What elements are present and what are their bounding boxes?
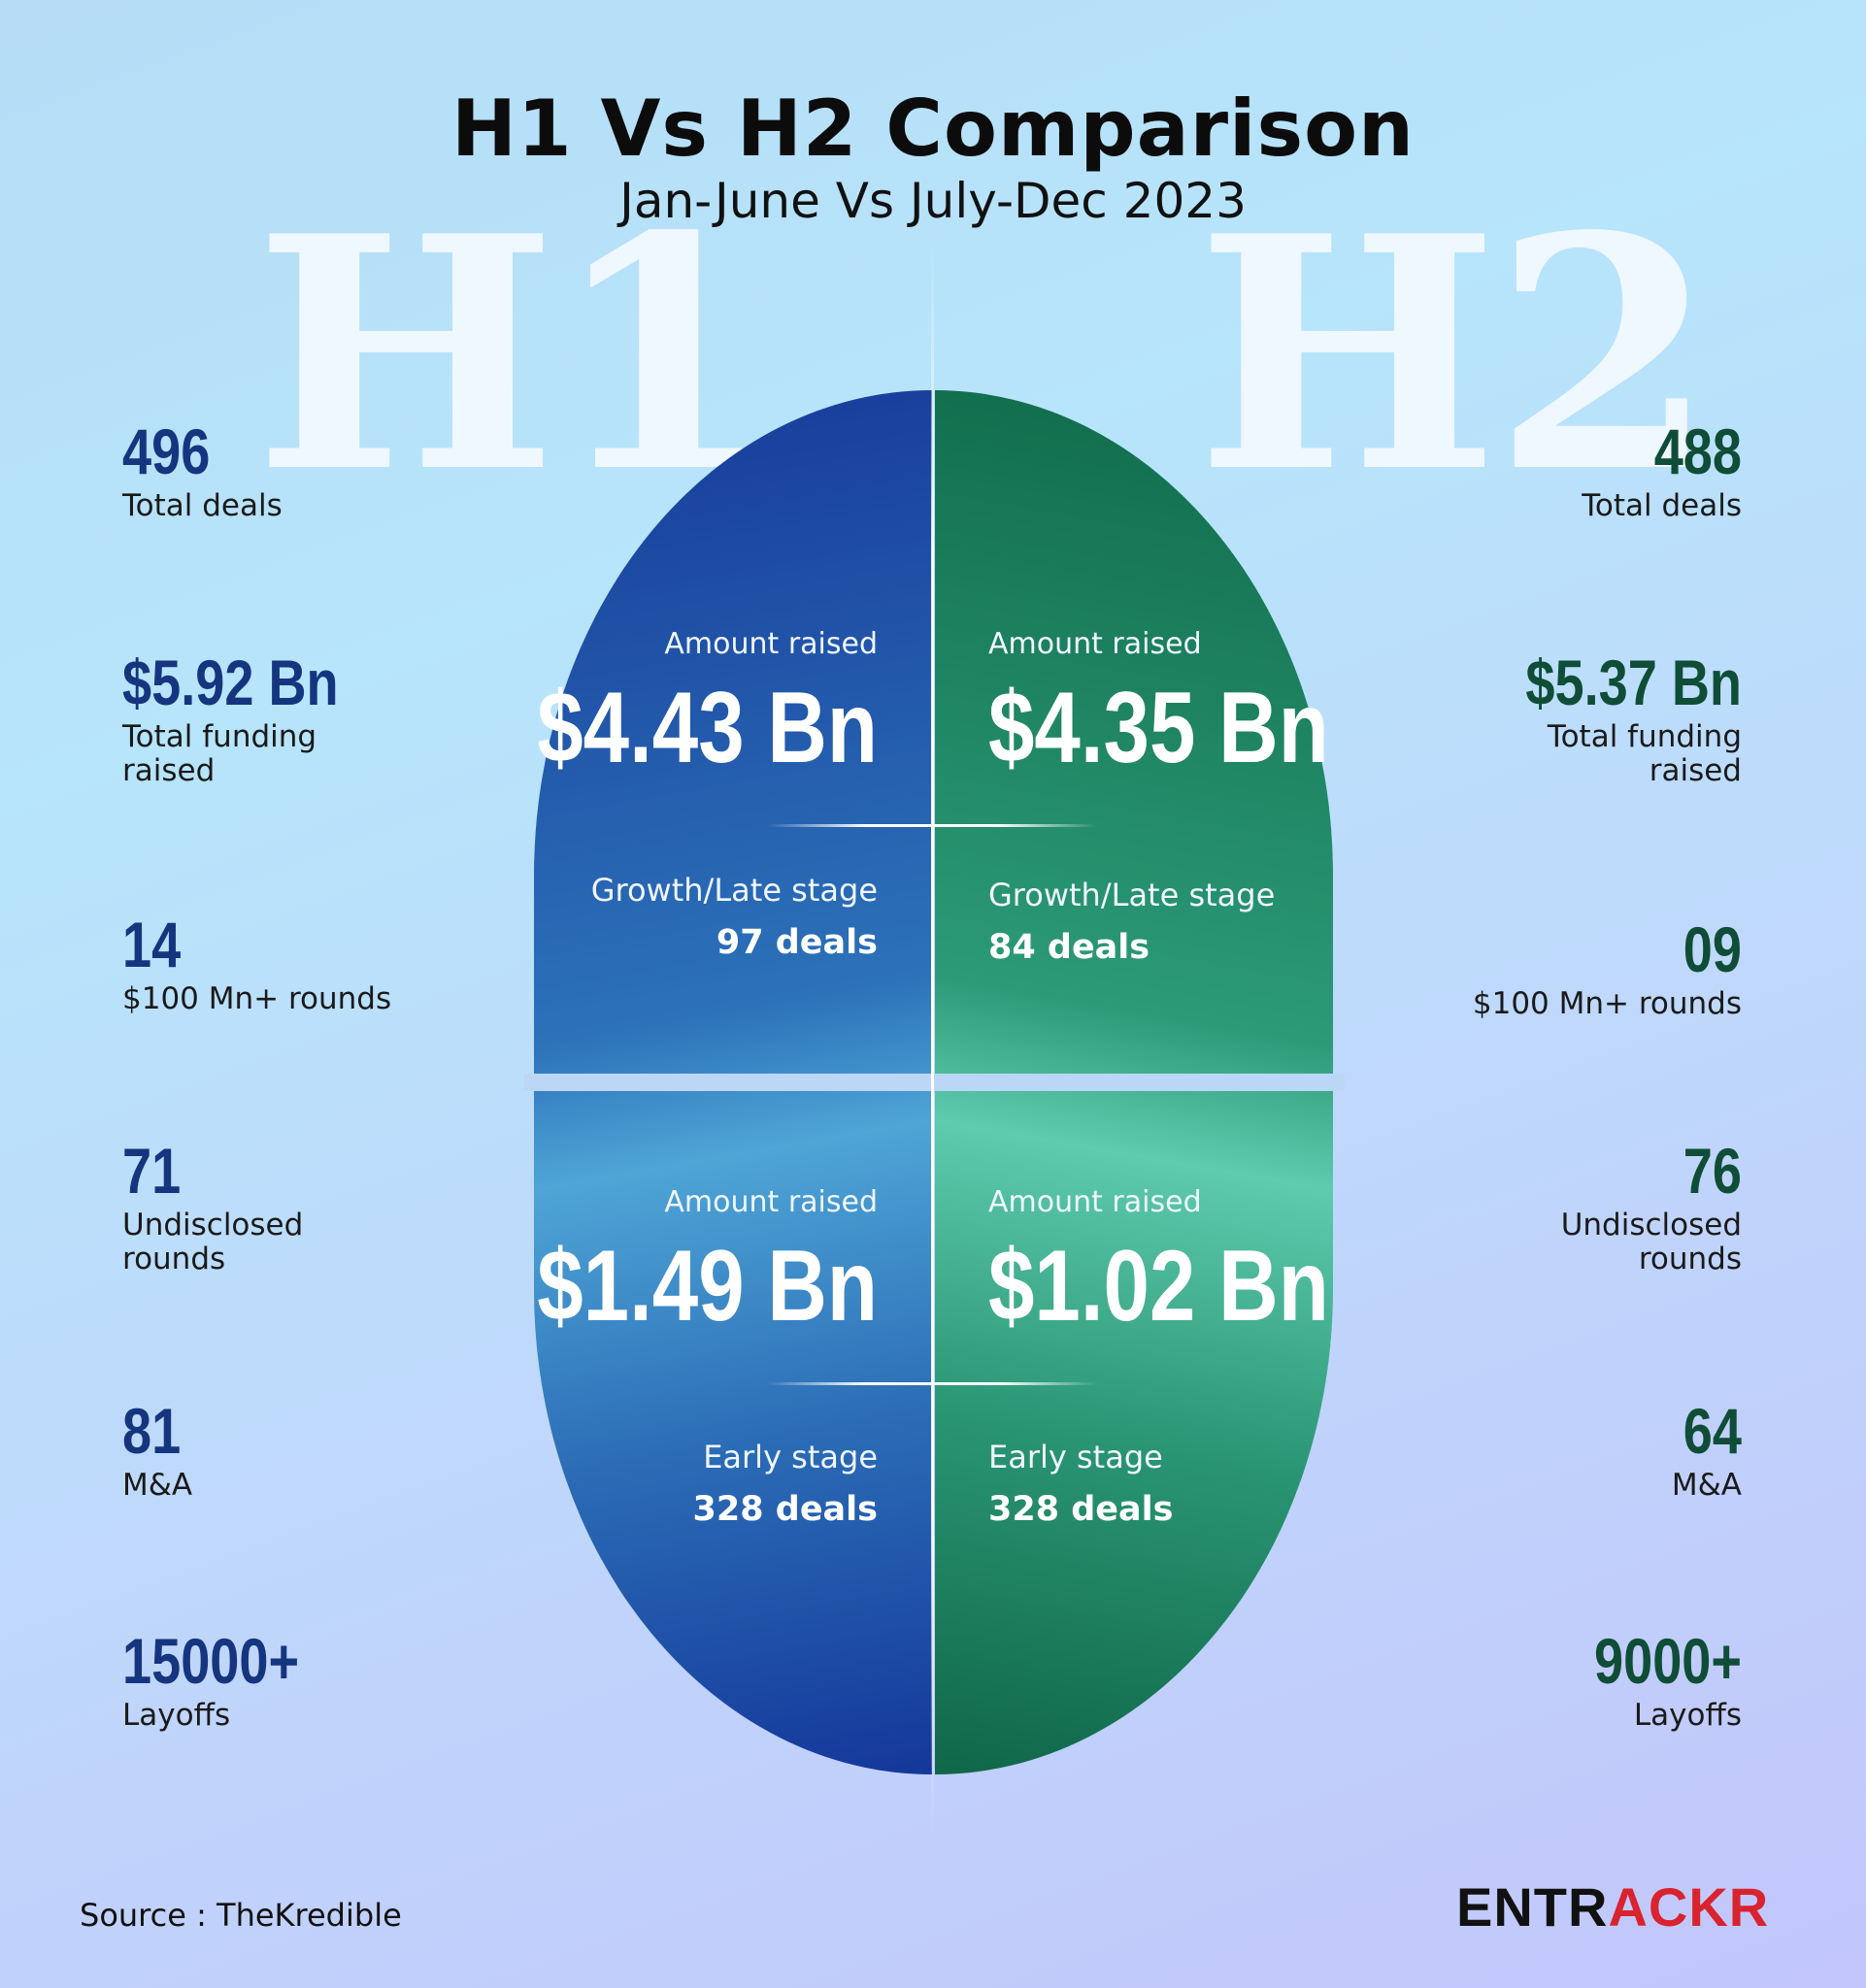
stat-value: 496 [122, 415, 211, 487]
h2-stat-100mn-rounds: 09 $100 Mn+ rounds [1392, 917, 1742, 1021]
lower-separator [767, 1382, 1097, 1385]
stat-label: Undisclosed rounds [122, 1208, 304, 1276]
stat-value: 488 [1653, 415, 1742, 487]
h1-early-deals: 328 deals [692, 1490, 878, 1529]
h1-growth-amount: $4.43 Bn [537, 672, 878, 784]
stat-value: 71 [122, 1135, 182, 1207]
page-subtitle: Jan-June Vs July-Dec 2023 [619, 173, 1247, 229]
stat-label: M&A [122, 1468, 193, 1503]
h1-stat-total-deals: 496 Total deals [122, 419, 472, 523]
h2-growth-amount: $4.35 Bn [988, 672, 1329, 784]
upper-separator [767, 824, 1097, 827]
h1-stat-ma: 81 M&A [122, 1399, 472, 1503]
vertical-divider [931, 241, 934, 1833]
stat-value: 9000+ [1593, 1625, 1742, 1697]
stat-label: Undisclosed rounds [1560, 1208, 1742, 1276]
h2-stat-total-funding: $5.37 Bn Total funding raised [1392, 650, 1742, 788]
stat-value: $5.92 Bn [122, 646, 339, 718]
stat-label: Total deals [122, 488, 283, 523]
h2-watermark: H2 [1196, 166, 1716, 543]
h1-growth-stage: Growth/Late stage [590, 872, 878, 909]
page-title: H1 Vs H2 Comparison [450, 83, 1415, 174]
h1-early-stage: Early stage [703, 1439, 878, 1475]
logo-part-1: ENTR [1456, 1876, 1609, 1938]
stat-value: 81 [122, 1395, 182, 1467]
stat-label: $100 Mn+ rounds [122, 981, 392, 1016]
stat-value: 09 [1683, 913, 1742, 985]
stat-label: Layoffs [1633, 1698, 1742, 1733]
stat-value: 76 [1683, 1135, 1742, 1207]
logo-part-2: ACKR [1608, 1876, 1770, 1938]
h2-stat-layoffs: 9000+ Layoffs [1392, 1629, 1742, 1733]
stat-value: 14 [122, 909, 182, 980]
h2-early-amount: $1.02 Bn [988, 1230, 1329, 1342]
h1-growth-deals: 97 deals [716, 923, 878, 962]
h1-stat-layoffs: 15000+ Layoffs [122, 1629, 472, 1733]
stat-label: Total funding raised [1547, 719, 1742, 788]
h1-early-amount: $1.49 Bn [537, 1230, 878, 1342]
source-note: Source : TheKredible [80, 1897, 402, 1934]
h1-watermark: H1 [254, 166, 774, 543]
h2-early-stage: Early stage [988, 1439, 1163, 1475]
h2-early-deals: 328 deals [988, 1490, 1174, 1529]
stat-value: 64 [1683, 1395, 1742, 1467]
h2-stat-undisclosed: 76 Undisclosed rounds [1392, 1139, 1742, 1276]
stat-label: M&A [1671, 1468, 1742, 1503]
stat-label: $100 Mn+ rounds [1472, 986, 1742, 1021]
stat-label: Total funding raised [122, 719, 317, 788]
h2-stat-ma: 64 M&A [1392, 1399, 1742, 1503]
h2-early-amount-label: Amount raised [988, 1185, 1202, 1219]
h2-growth-stage: Growth/Late stage [988, 877, 1276, 913]
h2-growth-deals: 84 deals [988, 928, 1150, 967]
h2-stat-total-deals: 488 Total deals [1392, 419, 1742, 523]
entrackr-logo: ENTRACKR [1456, 1875, 1769, 1938]
stat-value: $5.37 Bn [1525, 646, 1742, 718]
h1-stat-100mn-rounds: 14 $100 Mn+ rounds [122, 912, 472, 1016]
stat-label: Total deals [1582, 488, 1742, 523]
h1-stat-undisclosed: 71 Undisclosed rounds [122, 1139, 472, 1276]
stat-label: Layoffs [122, 1698, 231, 1733]
h1-stat-total-funding: $5.92 Bn Total funding raised [122, 650, 472, 788]
h1-early-amount-label: Amount raised [664, 1185, 878, 1219]
h1-growth-amount-label: Amount raised [664, 627, 878, 661]
h2-growth-amount-label: Amount raised [988, 627, 1202, 661]
stat-value: 15000+ [122, 1625, 300, 1697]
pill-horizontal-gap [524, 1074, 1345, 1091]
